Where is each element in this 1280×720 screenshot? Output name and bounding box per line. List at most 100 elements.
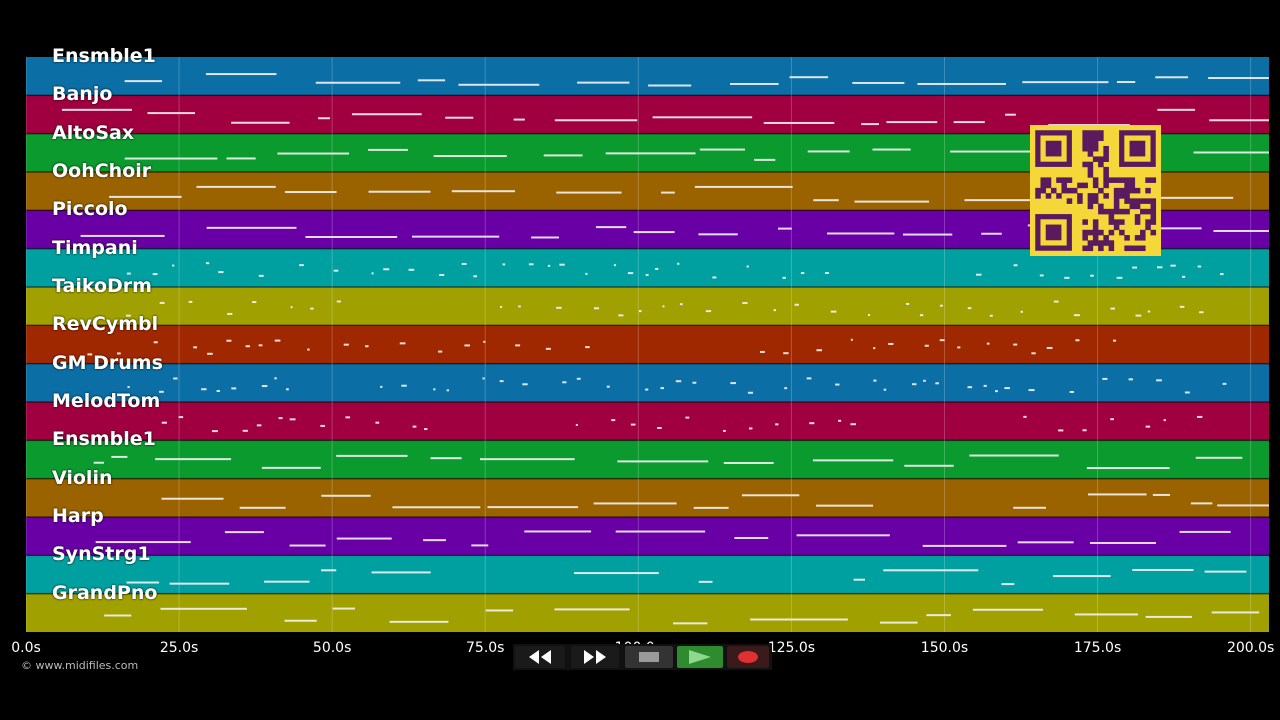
note-mark <box>1152 493 1171 496</box>
note-mark <box>320 569 337 572</box>
note-mark <box>883 388 887 391</box>
qr-module <box>1119 208 1125 215</box>
qr-module <box>1066 177 1073 183</box>
note-mark <box>117 352 121 355</box>
note-mark <box>408 268 415 271</box>
note-mark <box>277 152 350 155</box>
note-mark <box>615 530 706 533</box>
note-mark <box>1156 379 1162 382</box>
note-mark <box>694 185 793 188</box>
qr-module <box>1050 187 1057 194</box>
note-mark <box>559 263 565 266</box>
note-mark <box>126 272 131 275</box>
note-mark <box>595 226 627 229</box>
qr-module <box>1061 177 1067 183</box>
note-mark <box>343 343 349 346</box>
note-mark <box>205 73 277 76</box>
note-mark <box>698 233 738 236</box>
note-mark <box>445 116 474 119</box>
note-mark <box>924 344 929 347</box>
note-mark <box>904 464 954 467</box>
qr-module <box>1045 182 1052 189</box>
qr-module <box>1082 235 1088 241</box>
qr-module <box>1098 135 1104 142</box>
track-label: SynStrg1 <box>52 543 151 566</box>
qr-module <box>1124 208 1130 215</box>
note-mark <box>800 272 805 275</box>
note-mark <box>368 190 431 193</box>
note-mark <box>1082 429 1087 432</box>
note-mark <box>789 76 829 79</box>
note-mark <box>675 380 682 383</box>
qr-module <box>1040 187 1047 194</box>
note-mark <box>816 349 823 352</box>
note-mark <box>1039 274 1044 277</box>
note-mark <box>872 148 911 151</box>
qr-module <box>1061 182 1067 189</box>
note-mark <box>159 390 164 393</box>
qr-module <box>1124 177 1130 183</box>
note-mark <box>1023 415 1027 418</box>
note-mark <box>320 424 326 427</box>
note-mark <box>1058 429 1064 432</box>
note-mark <box>983 384 987 387</box>
qr-module <box>1056 177 1062 183</box>
grid-line <box>26 57 27 632</box>
note-mark <box>967 307 972 310</box>
note-mark <box>679 303 683 306</box>
tick-label: 0.0s <box>11 640 41 656</box>
note-mark <box>315 81 401 84</box>
record-button[interactable] <box>727 646 769 668</box>
note-mark <box>809 422 815 425</box>
qr-module <box>1129 245 1136 252</box>
note-mark <box>1022 81 1109 84</box>
note-mark <box>1209 119 1269 122</box>
fast-forward-button[interactable] <box>571 646 619 668</box>
qr-module <box>1092 130 1099 136</box>
qr-module <box>1098 130 1104 136</box>
qr-module <box>1098 203 1104 210</box>
note-mark <box>1073 314 1080 317</box>
note-mark <box>562 381 567 384</box>
note-mark <box>256 424 262 427</box>
note-mark <box>861 123 879 126</box>
note-mark <box>111 455 128 458</box>
note-mark <box>902 233 953 236</box>
play-button[interactable] <box>677 646 723 668</box>
note-mark <box>879 621 918 624</box>
note-mark <box>1211 611 1260 614</box>
note-mark <box>807 150 850 153</box>
copyright-text: © www.midifiles.com <box>21 659 139 672</box>
note-mark <box>1220 273 1224 276</box>
note-mark <box>593 502 677 505</box>
note-mark <box>747 391 754 394</box>
note-mark <box>922 544 1007 547</box>
qr-module <box>1124 187 1130 194</box>
note-mark <box>1102 377 1108 380</box>
note-mark <box>1179 530 1231 533</box>
note-mark <box>556 306 562 309</box>
note-mark <box>935 382 939 385</box>
qr-module <box>1124 193 1130 199</box>
note-mark <box>969 454 1059 457</box>
track-label: Harp <box>52 505 104 527</box>
note-mark <box>499 380 504 383</box>
note-mark <box>471 544 489 547</box>
qr-module <box>1103 145 1109 152</box>
qr-module <box>1113 177 1120 183</box>
note-mark <box>712 276 717 279</box>
note-mark <box>480 458 575 461</box>
note-mark <box>741 494 800 497</box>
note-mark <box>365 345 369 348</box>
stop-button[interactable] <box>625 646 673 668</box>
note-mark <box>153 341 158 344</box>
rewind-button[interactable] <box>515 646 565 668</box>
note-mark <box>371 272 374 275</box>
qr-module <box>1087 145 1094 152</box>
note-mark <box>258 274 264 277</box>
note-mark <box>1213 229 1269 232</box>
note-mark <box>854 200 930 203</box>
note-mark <box>258 344 263 347</box>
note-mark <box>201 388 207 391</box>
note-mark <box>1195 456 1243 459</box>
